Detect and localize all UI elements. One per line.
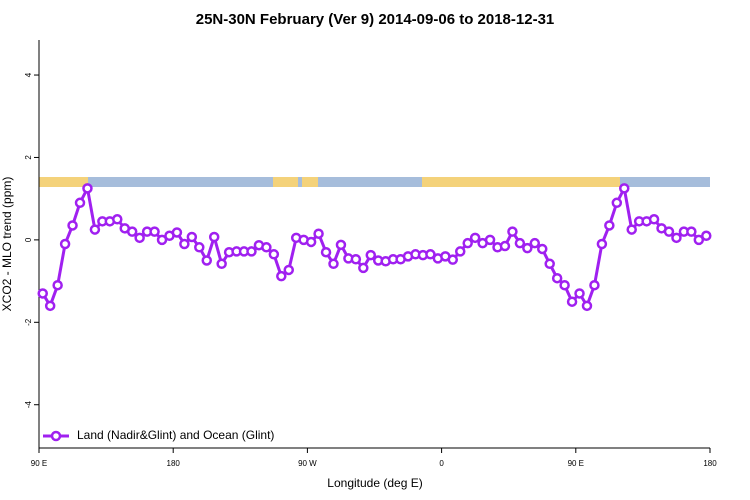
data-point xyxy=(179,238,190,250)
data-point xyxy=(149,226,160,237)
land-band xyxy=(302,177,318,187)
data-point xyxy=(514,237,526,249)
land-band xyxy=(422,177,620,187)
data-point xyxy=(82,183,93,194)
data-line xyxy=(41,183,707,310)
data-point xyxy=(663,226,675,237)
data-point xyxy=(499,240,511,252)
data-point xyxy=(581,300,593,312)
data-point xyxy=(596,238,608,250)
data-point xyxy=(44,300,56,312)
data-point xyxy=(74,197,86,209)
data-point xyxy=(551,272,563,284)
data-point xyxy=(171,227,183,238)
x-tick-label: 180 xyxy=(167,459,181,468)
data-point xyxy=(276,270,287,282)
data-point xyxy=(693,234,705,246)
x-tick-label: 90 W xyxy=(298,459,317,468)
land-ocean-strip xyxy=(39,177,710,187)
chart-title: 25N-30N February (Ver 9) 2014-09-06 to 2… xyxy=(196,11,555,28)
data-point xyxy=(201,255,212,266)
data-point xyxy=(194,242,205,253)
land-band xyxy=(39,177,88,187)
data-point xyxy=(507,226,518,237)
data-point xyxy=(469,232,481,244)
data-point xyxy=(604,220,615,231)
data-point xyxy=(425,249,436,260)
data-point xyxy=(52,279,63,291)
data-point xyxy=(320,246,332,258)
data-point xyxy=(559,279,570,291)
data-point xyxy=(246,246,257,257)
x-tick-label: 180 xyxy=(703,459,717,468)
data-point xyxy=(59,238,71,250)
data-point xyxy=(648,214,660,225)
data-point xyxy=(611,197,623,209)
data-point xyxy=(522,242,533,254)
data-point xyxy=(574,288,585,299)
data-point xyxy=(447,254,459,265)
data-point xyxy=(686,226,697,237)
data-point xyxy=(462,237,473,249)
data-point xyxy=(544,258,555,270)
x-tick-label: 90 E xyxy=(568,459,584,468)
x-tick-label: 0 xyxy=(439,459,444,468)
data-point xyxy=(313,228,324,239)
data-point xyxy=(484,234,496,246)
data-point xyxy=(186,231,198,243)
data-point xyxy=(67,220,78,231)
data-point xyxy=(37,288,48,299)
y-axis-label: XCO2 - MLO trend (ppm) xyxy=(0,177,14,312)
data-point xyxy=(701,230,712,242)
data-point xyxy=(134,232,145,244)
data-point xyxy=(671,232,682,244)
x-tick-label: 90 E xyxy=(31,459,47,468)
y-tick-label: 0 xyxy=(24,237,33,242)
data-point xyxy=(156,234,168,246)
data-point xyxy=(619,183,630,194)
data-point xyxy=(365,249,377,261)
data-point xyxy=(454,246,466,257)
legend-label: Land (Nadir&Glint) and Ocean (Glint) xyxy=(77,428,274,442)
data-point xyxy=(350,253,362,265)
legend-marker xyxy=(50,430,62,442)
data-point xyxy=(566,296,578,307)
data-point xyxy=(261,242,272,253)
data-point xyxy=(328,258,339,270)
data-point xyxy=(335,239,347,251)
data-point xyxy=(305,236,317,248)
data-point xyxy=(626,224,637,235)
ocean-band xyxy=(39,177,710,187)
data-point xyxy=(358,262,369,274)
land-band xyxy=(273,177,298,187)
y-tick-label: 4 xyxy=(24,72,33,77)
data-point xyxy=(537,243,548,255)
data-point xyxy=(283,264,295,276)
y-tick-label: -2 xyxy=(24,318,33,326)
y-tick-label: -4 xyxy=(24,401,33,409)
data-point xyxy=(112,214,123,225)
y-tick-label: 2 xyxy=(24,155,33,160)
data-point xyxy=(529,237,541,249)
data-point xyxy=(589,279,600,291)
data-point xyxy=(268,249,280,260)
data-point xyxy=(216,258,227,270)
data-point xyxy=(89,224,101,235)
data-point xyxy=(126,226,138,237)
x-axis-label: Longitude (deg E) xyxy=(327,476,422,490)
data-point xyxy=(208,231,220,243)
